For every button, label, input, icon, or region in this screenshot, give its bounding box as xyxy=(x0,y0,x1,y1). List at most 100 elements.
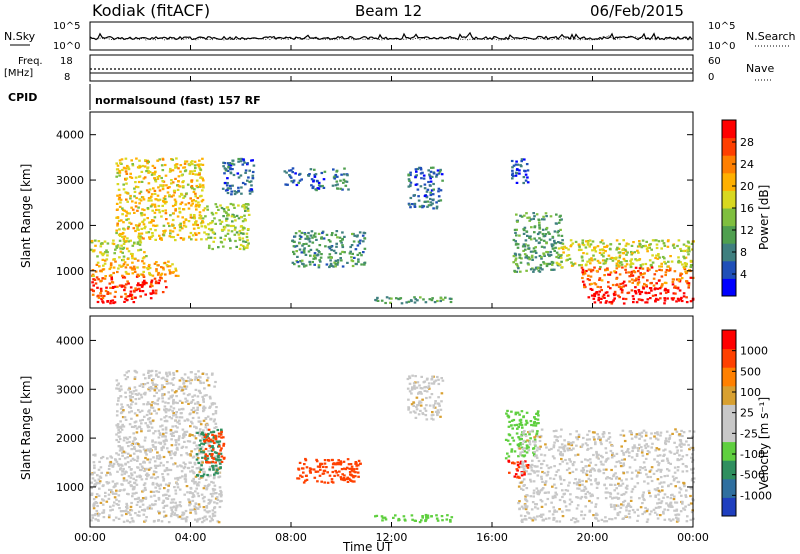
power-cell xyxy=(165,184,168,187)
velocity-cell xyxy=(535,491,539,494)
velocity-cell xyxy=(209,492,213,496)
velocity-cell xyxy=(656,517,660,520)
velocity-cell xyxy=(323,481,326,484)
velocity-cell xyxy=(428,396,432,399)
velocity-cell xyxy=(130,425,134,428)
velocity-cell xyxy=(219,449,222,452)
power-cell xyxy=(605,291,609,294)
velocity-cell xyxy=(117,431,120,434)
velocity-cell xyxy=(135,491,138,494)
velocity-cell xyxy=(575,483,579,486)
velocity-cell xyxy=(581,483,584,486)
velocity-cell xyxy=(540,453,543,456)
velocity-cell xyxy=(330,478,334,481)
power-cell xyxy=(145,170,148,173)
velocity-cell xyxy=(518,443,521,446)
power-cell xyxy=(129,239,132,242)
velocity-cell xyxy=(519,462,522,465)
velocity-cell xyxy=(434,410,438,413)
power-cell xyxy=(148,266,152,270)
velocity-cell xyxy=(425,404,428,407)
velocity-cell xyxy=(146,381,150,385)
power-cell xyxy=(248,192,252,195)
velocity-cell xyxy=(94,484,97,487)
velocity-cell xyxy=(408,375,411,378)
velocity-cell xyxy=(181,408,185,411)
velocity-cell xyxy=(204,515,207,518)
velocity-cell xyxy=(611,444,614,447)
velocity-cell xyxy=(541,480,544,483)
velocity-cell xyxy=(99,501,103,504)
velocity-cell xyxy=(519,460,523,463)
power-cell xyxy=(124,157,128,160)
velocity-cell xyxy=(691,468,694,471)
velocity-cell xyxy=(201,432,204,435)
power-cell xyxy=(581,280,585,283)
power-cell xyxy=(513,252,517,255)
power-cell xyxy=(129,290,133,293)
velocity-cell xyxy=(134,425,137,428)
power-cell xyxy=(648,287,652,290)
power-cell xyxy=(685,296,688,299)
velocity-cell xyxy=(555,510,559,513)
power-cell xyxy=(532,270,535,273)
velocity-cell xyxy=(133,377,137,380)
velocity-cell xyxy=(202,438,206,441)
power-cell xyxy=(163,163,167,167)
power-cell xyxy=(666,290,670,293)
power-cell xyxy=(230,193,233,196)
power-cell xyxy=(207,246,211,250)
power-cell xyxy=(149,273,152,277)
power-cell xyxy=(153,173,156,176)
power-cell xyxy=(190,204,193,207)
velocity-cell xyxy=(152,445,155,448)
power-cell xyxy=(184,169,188,172)
power-cell xyxy=(612,257,616,260)
velocity-cell xyxy=(138,505,142,508)
power-cell xyxy=(92,284,95,287)
velocity-cell xyxy=(204,457,207,460)
velocity-cell xyxy=(191,465,194,469)
velocity-cell xyxy=(168,451,171,454)
velocity-cell xyxy=(576,504,580,507)
power-cell xyxy=(231,159,235,162)
power-cell xyxy=(688,268,691,272)
velocity-cell xyxy=(524,508,528,511)
power-cell xyxy=(147,231,151,234)
power-cell xyxy=(673,270,677,273)
power-cell xyxy=(121,208,125,212)
power-cell xyxy=(588,258,591,261)
velocity-cell xyxy=(558,520,562,523)
power-cell xyxy=(651,261,655,264)
velocity-region xyxy=(504,409,540,460)
velocity-cell xyxy=(319,464,322,467)
power-cell xyxy=(661,283,664,286)
velocity-cell xyxy=(430,515,433,518)
power-cell xyxy=(129,286,133,289)
power-cell xyxy=(302,248,306,252)
velocity-cell xyxy=(561,495,564,499)
power-cell xyxy=(213,232,217,235)
power-cell xyxy=(336,183,339,186)
velocity-cell xyxy=(161,473,164,476)
power-cell xyxy=(183,162,187,165)
velocity-cell xyxy=(164,483,168,486)
power-cell xyxy=(555,261,559,264)
power-cell xyxy=(105,286,108,289)
power-cell xyxy=(538,224,541,227)
power-cell xyxy=(201,177,204,180)
power-cell xyxy=(622,252,625,255)
velocity-cell xyxy=(666,474,669,477)
power-cell xyxy=(191,163,194,166)
power-cell xyxy=(524,243,527,246)
velocity-cell xyxy=(689,518,693,521)
power-cell xyxy=(417,195,420,198)
power-cell xyxy=(341,244,344,247)
power-cell xyxy=(247,242,250,245)
power-cell xyxy=(157,264,160,267)
power-cell xyxy=(231,162,234,165)
velocity-cell xyxy=(682,443,685,446)
power-cell xyxy=(601,295,605,298)
velocity-cell xyxy=(203,406,207,409)
velocity-cell xyxy=(525,447,529,450)
